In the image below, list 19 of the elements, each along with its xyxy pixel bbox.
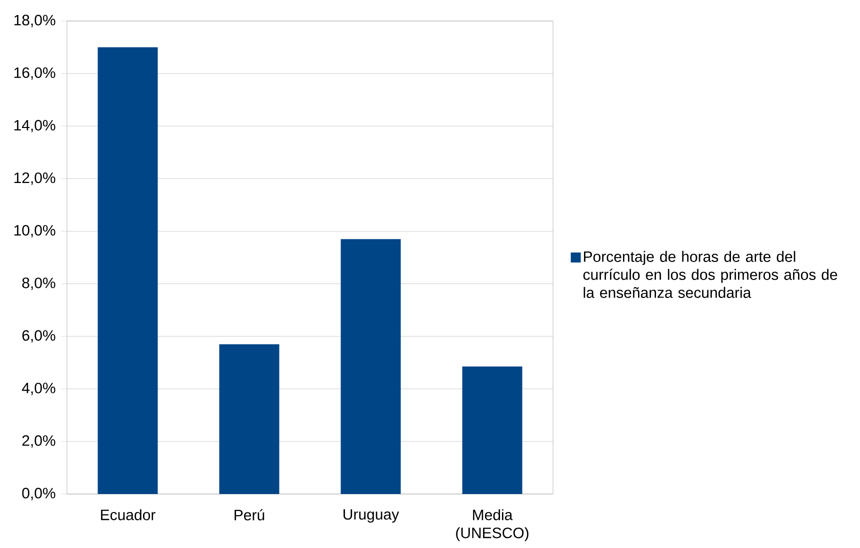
y-tick-label: 8,0% bbox=[22, 278, 56, 290]
y-tick-label: 16,0% bbox=[14, 67, 56, 80]
y-tick-label: 12,0% bbox=[14, 172, 56, 185]
y-tick-label: 0,0% bbox=[22, 488, 56, 500]
bar bbox=[340, 239, 401, 494]
x-tick-label: Ecuador bbox=[101, 509, 156, 520]
x-tick-label: Uruguay bbox=[344, 509, 400, 523]
x-tick-label: Perú bbox=[234, 509, 264, 520]
bar bbox=[219, 344, 280, 494]
y-tick-label: 10,0% bbox=[14, 225, 56, 238]
y-tick-label: 4,0% bbox=[22, 382, 56, 396]
y-tick-label: 18,0% bbox=[14, 14, 56, 28]
x-tick-label: Media (UNESCO) bbox=[456, 509, 528, 542]
y-tick-label: 2,0% bbox=[22, 435, 56, 448]
legend-label: Porcentaje de horas de arte del currículo en los dos primeros años de la enseñanza secundaria bbox=[583, 250, 838, 298]
bar bbox=[98, 47, 158, 494]
y-tick-label: 6,0% bbox=[22, 330, 56, 343]
y-tick-label: 14,0% bbox=[14, 120, 56, 132]
bar bbox=[462, 366, 522, 494]
